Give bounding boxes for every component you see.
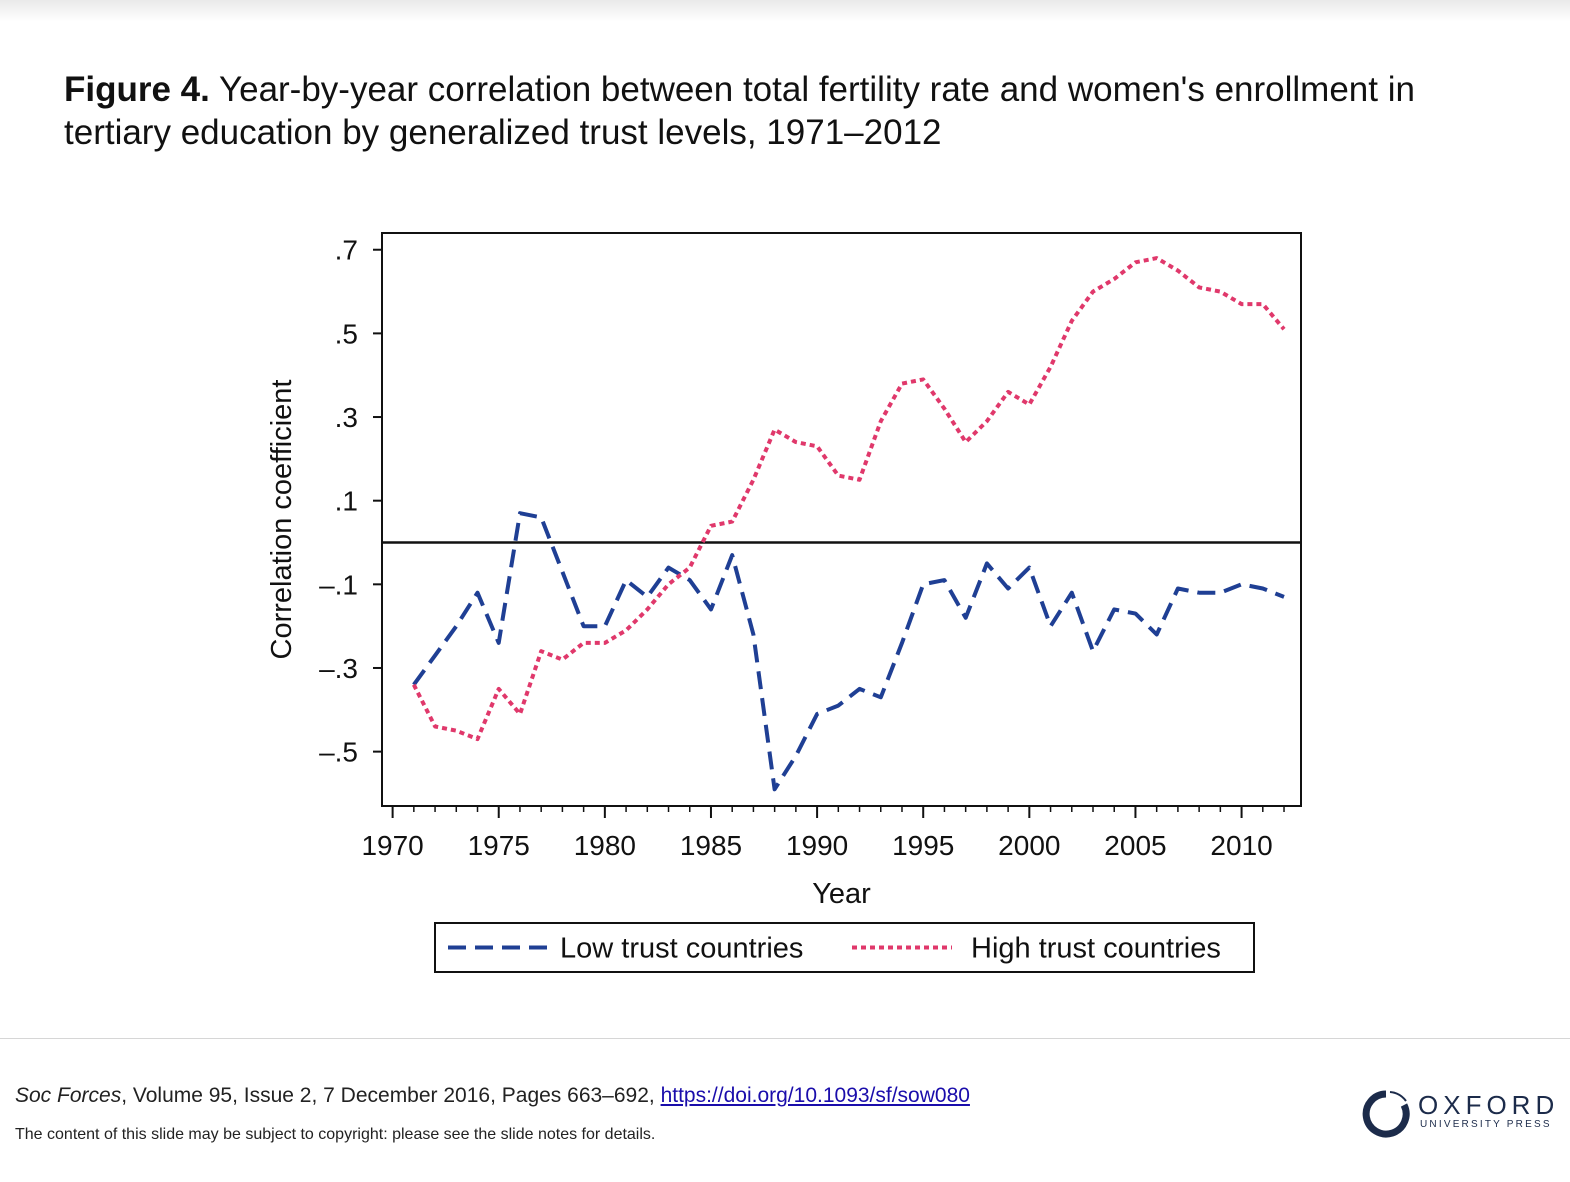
footer-divider	[0, 1038, 1570, 1039]
y-axis-title: Correlation coefficient	[266, 380, 298, 660]
citation-details: , Volume 95, Issue 2, 7 December 2016, P…	[121, 1084, 661, 1107]
figure-caption-text: Year-by-year correlation between total f…	[64, 70, 1415, 152]
top-shade	[0, 0, 1570, 22]
legend-label: High trust countries	[971, 933, 1221, 965]
logo-wordmark: OXFORD	[1418, 1090, 1560, 1120]
series-line-high-trust	[412, 256, 1286, 742]
y-tick-label: –.3	[319, 653, 358, 684]
y-tick-label: .3	[335, 402, 358, 433]
y-tick-label: .1	[335, 486, 358, 517]
y-tick-label: –.1	[319, 569, 358, 600]
x-tick-label: 1995	[892, 830, 954, 861]
figure-label: Figure 4.	[64, 70, 210, 109]
x-tick-label: 1990	[786, 830, 848, 861]
x-tick-label: 1985	[680, 830, 742, 861]
plot-frame	[381, 232, 1302, 807]
x-axis-title: Year	[812, 878, 871, 910]
oxford-logo: OXFORD UNIVERSITY PRESS	[1360, 1088, 1555, 1140]
copyright-notice: The content of this slide may be subject…	[15, 1126, 656, 1143]
x-tick-label: 1980	[574, 830, 636, 861]
y-tick-label: –.5	[319, 737, 358, 768]
figure-caption: Figure 4. Year-by-year correlation betwe…	[64, 68, 1484, 154]
x-tick-label: 2000	[998, 830, 1060, 861]
journal-name: Soc Forces	[15, 1084, 122, 1107]
oxford-ring-icon	[1362, 1090, 1410, 1138]
x-tick-label: 2010	[1210, 830, 1272, 861]
legend-box	[434, 922, 1255, 973]
y-tick-label: .5	[335, 318, 358, 349]
y-tick-label: .7	[335, 235, 358, 266]
x-tick-label: 2005	[1104, 830, 1166, 861]
x-tick-label: 1975	[468, 830, 530, 861]
legend-label: Low trust countries	[560, 933, 803, 965]
citation: Soc Forces, Volume 95, Issue 2, 7 Decemb…	[15, 1084, 970, 1108]
x-tick-label: 1970	[361, 830, 423, 861]
doi-link[interactable]: https://doi.org/10.1093/sf/sow080	[660, 1084, 970, 1107]
logo-subtitle: UNIVERSITY PRESS	[1420, 1119, 1552, 1130]
series-line-low-trust	[412, 511, 1285, 792]
